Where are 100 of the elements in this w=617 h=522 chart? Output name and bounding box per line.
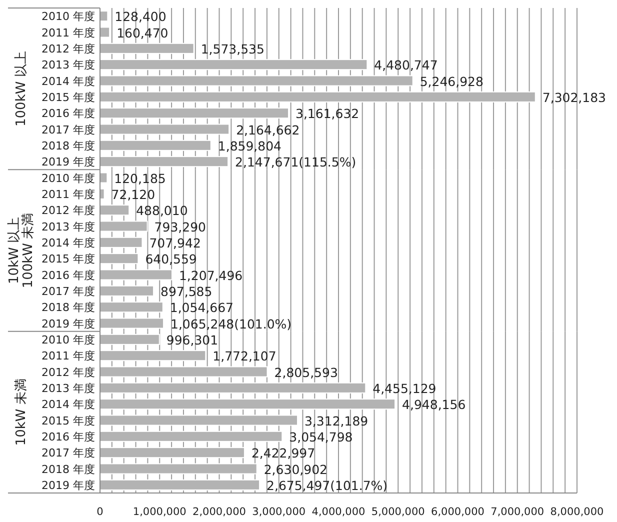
y-tick-label: 2019 年度 xyxy=(42,156,95,169)
data-label: 4,480,747 xyxy=(374,58,438,73)
y-axis-title: 10kW 以上 100kW 未満 xyxy=(7,212,36,288)
bar xyxy=(100,447,245,458)
y-tick-label: 2010 年度 xyxy=(42,10,95,24)
data-label: 2,422,997 xyxy=(251,446,316,461)
x-tick-label: 8,000,000 xyxy=(550,506,604,518)
x-tick-label: 7,000,000 xyxy=(490,506,544,518)
y-tick-label: 2019 年度 xyxy=(42,478,95,492)
y-tick-label: 2014 年度 xyxy=(42,236,95,250)
data-label: 1,859,804 xyxy=(218,138,282,154)
data-label: 3,312,189 xyxy=(304,413,368,428)
bar xyxy=(100,172,108,184)
bar xyxy=(100,26,110,38)
y-tick-label: 2013 年度 xyxy=(42,58,95,72)
bar xyxy=(100,156,229,168)
data-label: 3,161,632 xyxy=(296,106,360,122)
bar xyxy=(100,124,230,135)
x-tick-label: 4,000,000 xyxy=(312,506,366,518)
bar xyxy=(100,302,164,313)
y-tick-label: 2012 年度 xyxy=(42,366,95,379)
bar xyxy=(100,366,268,378)
y-axis-title: 100kW 以上 xyxy=(14,51,29,126)
y-tick-label: 2010 年度 xyxy=(42,172,95,185)
data-label: 897,585 xyxy=(160,284,212,299)
data-label: 120,185 xyxy=(114,170,166,186)
x-tick-label: 1,000,000 xyxy=(132,506,186,518)
data-label: 996,301 xyxy=(166,332,218,348)
y-tick-label: 2011 年度 xyxy=(42,26,95,40)
data-label: 707,942 xyxy=(149,235,201,250)
y-tick-label: 2018 年度 xyxy=(42,462,95,476)
y-tick-label: 2015 年度 xyxy=(42,252,95,266)
data-label: 5,246,928 xyxy=(420,74,484,89)
x-tick-label: 0 xyxy=(96,506,104,518)
y-tick-label: 2010 年度 xyxy=(42,333,95,346)
bar xyxy=(100,334,160,345)
data-label: 4,948,156 xyxy=(402,397,466,412)
bar xyxy=(100,350,206,362)
bar xyxy=(100,318,164,329)
data-label: 2,147,671(115.5%) xyxy=(235,154,356,170)
data-label: 1,054,667 xyxy=(170,300,234,316)
x-tick-label: 3,000,000 xyxy=(252,506,306,518)
data-label: 488,010 xyxy=(136,203,188,218)
y-tick-label: 2015 年度 xyxy=(42,414,95,428)
x-tick-label: 6,000,000 xyxy=(431,506,484,518)
bar xyxy=(100,140,212,151)
y-tick-label: 2016 年度 xyxy=(42,107,95,120)
bar xyxy=(100,382,366,394)
data-label: 4,455,129 xyxy=(372,380,436,396)
x-tick-label: 2,000,000 xyxy=(192,506,246,518)
y-tick-label: 2015 年度 xyxy=(42,90,95,104)
bar xyxy=(100,463,258,474)
data-label: 1,573,535 xyxy=(200,41,264,56)
bar xyxy=(100,75,414,86)
bar xyxy=(100,414,298,426)
data-label: 2,630,902 xyxy=(264,462,328,477)
data-label: 7,302,183 xyxy=(542,90,606,105)
y-tick-label: 2011 年度 xyxy=(42,350,95,363)
bar xyxy=(100,59,368,70)
x-tick-label: 5,000,000 xyxy=(371,506,425,518)
bar xyxy=(100,42,194,54)
data-label: 640,559 xyxy=(145,252,197,267)
data-label: 3,054,798 xyxy=(289,429,353,444)
y-tick-label: 2017 年度 xyxy=(42,123,95,136)
bar xyxy=(100,269,172,280)
y-axis-title: 10kW 未満 xyxy=(14,378,29,446)
y-tick-label: 2014 年度 xyxy=(42,74,95,88)
data-label: 2,805,593 xyxy=(274,364,338,380)
y-tick-label: 2012 年度 xyxy=(42,42,95,56)
y-tick-label: 2012 年度 xyxy=(42,204,95,218)
bar xyxy=(100,398,396,410)
y-tick-label: 2016 年度 xyxy=(42,268,95,282)
bar xyxy=(100,285,154,296)
bar xyxy=(100,479,260,490)
y-tick-label: 2014 年度 xyxy=(42,398,95,412)
y-tick-label: 2017 年度 xyxy=(42,284,95,298)
bar xyxy=(100,220,148,232)
y-tick-label: 2016 年度 xyxy=(42,430,95,444)
data-label: 793,290 xyxy=(154,219,206,234)
bar xyxy=(100,91,536,102)
bar xyxy=(100,236,143,248)
y-tick-label: 2017 年度 xyxy=(42,446,95,460)
y-tick-label: 2013 年度 xyxy=(42,220,95,234)
data-label: 1,207,496 xyxy=(178,268,243,283)
data-label: 72,120 xyxy=(111,186,156,202)
data-label: 1,772,107 xyxy=(212,348,276,364)
data-label: 128,400 xyxy=(114,9,166,24)
y-tick-label: 2018 年度 xyxy=(42,301,95,314)
data-label: 160,470 xyxy=(116,25,168,40)
data-label: 2,164,662 xyxy=(236,122,300,138)
bar xyxy=(100,430,283,442)
y-tick-label: 2019 年度 xyxy=(42,317,95,330)
bar xyxy=(100,204,130,216)
y-tick-label: 2013 年度 xyxy=(42,382,95,395)
data-label: 1,065,248(101.0%) xyxy=(170,316,292,332)
y-tick-label: 2018 年度 xyxy=(42,139,95,152)
y-tick-label: 2011 年度 xyxy=(42,188,95,201)
bar xyxy=(100,253,139,264)
bar xyxy=(100,108,290,119)
data-label: 2,675,497(101.7%) xyxy=(266,478,388,493)
